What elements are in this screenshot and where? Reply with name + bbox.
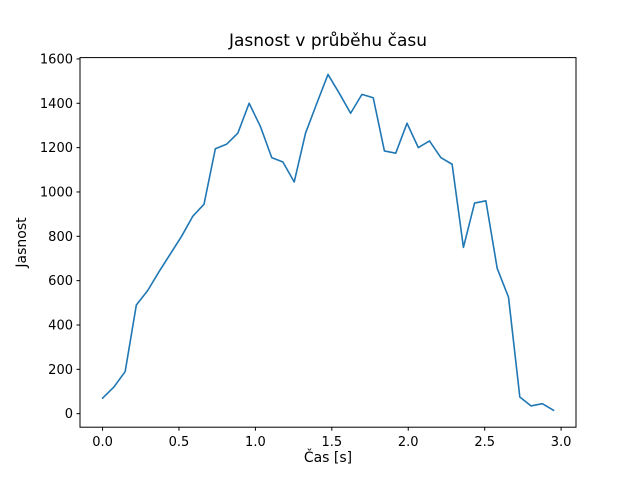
x-tick-label: 3.0 bbox=[551, 435, 572, 450]
x-tick-label: 2.0 bbox=[398, 435, 419, 450]
y-tick-label: 1400 bbox=[40, 97, 73, 112]
y-tick-label: 800 bbox=[48, 230, 73, 245]
y-axis-label: Jasnost bbox=[14, 217, 30, 269]
y-axis-ticks: 0 200 400 600 800 1000 1200 1400 1600 bbox=[40, 52, 80, 422]
x-tick-label: 2.5 bbox=[474, 435, 495, 450]
x-tick-label: 0.0 bbox=[92, 435, 113, 450]
y-tick-label: 200 bbox=[48, 363, 73, 378]
data-line bbox=[101, 73, 555, 412]
plot-border bbox=[79, 57, 577, 428]
y-tick-label: 400 bbox=[48, 318, 73, 333]
x-tick-label: 1.0 bbox=[245, 435, 266, 450]
x-axis-label: Čas [s] bbox=[304, 448, 352, 466]
x-axis-ticks: 0.0 0.5 1.0 1.5 2.0 2.5 3.0 bbox=[92, 427, 571, 450]
y-tick-label: 1200 bbox=[40, 141, 73, 156]
y-tick-label: 1600 bbox=[40, 52, 73, 67]
y-tick-label: 600 bbox=[48, 274, 73, 289]
x-tick-label: 1.5 bbox=[321, 435, 342, 450]
y-tick-label: 1000 bbox=[40, 185, 73, 200]
chart-title: Jasnost v průběhu času bbox=[228, 31, 427, 51]
y-tick-label: 0 bbox=[65, 407, 73, 422]
x-tick-label: 0.5 bbox=[169, 435, 190, 450]
